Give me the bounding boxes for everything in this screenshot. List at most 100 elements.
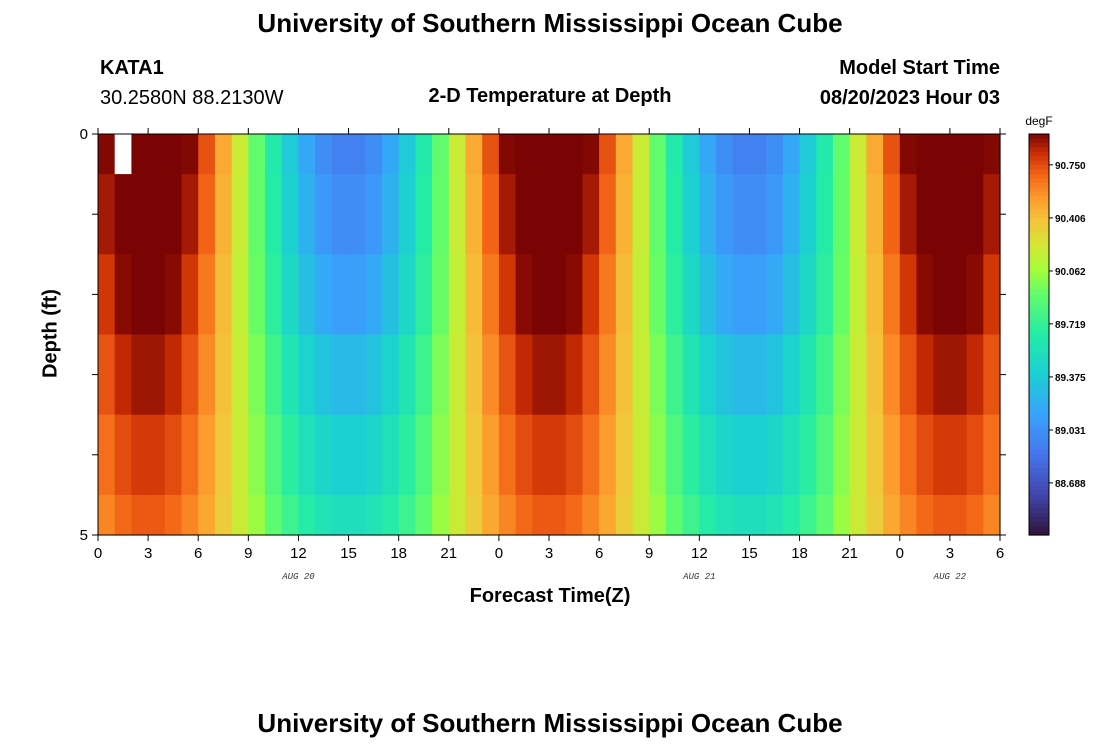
heatmap-cell bbox=[883, 134, 901, 175]
heatmap-cell bbox=[966, 494, 984, 536]
colorbar-unit: degF bbox=[1025, 114, 1052, 128]
heatmap-cell bbox=[582, 414, 600, 496]
date-labels: AUG 20 AUG 21 AUG 22 bbox=[281, 572, 966, 582]
colorbar-segment bbox=[1029, 276, 1049, 282]
heatmap-cell bbox=[916, 174, 934, 255]
colorbar-segment bbox=[1029, 512, 1049, 518]
colorbar-segment bbox=[1029, 236, 1049, 242]
heatmap-cell bbox=[966, 174, 984, 255]
heatmap-cell bbox=[298, 174, 316, 255]
heatmap-cell bbox=[214, 254, 233, 336]
x-tick-label: 21 bbox=[440, 545, 457, 562]
heatmap-cell bbox=[699, 494, 717, 536]
colorbar-segment bbox=[1029, 321, 1049, 327]
heatmap-cell bbox=[248, 134, 266, 175]
heatmap-cell bbox=[682, 334, 700, 416]
heatmap-cell bbox=[98, 334, 116, 416]
heatmap-cell bbox=[749, 494, 767, 536]
colorbar-segment bbox=[1029, 245, 1049, 251]
colorbar-segment bbox=[1029, 387, 1049, 394]
heatmap-cell bbox=[582, 494, 600, 536]
heatmap-cell bbox=[98, 414, 116, 496]
heatmap-cell bbox=[983, 414, 1001, 496]
colorbar-segment bbox=[1029, 263, 1049, 269]
colorbar-segment bbox=[1029, 441, 1049, 447]
heatmap-cell bbox=[281, 134, 300, 175]
heatmap-cell bbox=[949, 494, 968, 536]
heatmap-cell bbox=[983, 134, 1001, 175]
heatmap-cell bbox=[198, 254, 216, 336]
heatmap-cell bbox=[599, 254, 617, 336]
x-tick-label: 3 bbox=[946, 545, 954, 562]
colorbar-segment bbox=[1029, 147, 1049, 153]
colorbar-segment bbox=[1029, 325, 1049, 331]
colorbar-segment bbox=[1029, 374, 1049, 380]
heatmap-cell bbox=[214, 134, 233, 175]
heatmap-cell bbox=[331, 494, 350, 536]
colorbar-segment bbox=[1029, 521, 1049, 527]
heatmap-cell bbox=[632, 134, 650, 175]
heatmap-cell bbox=[665, 254, 684, 336]
heatmap-cell bbox=[114, 334, 132, 416]
heatmap-cell bbox=[615, 414, 634, 496]
heatmap-cell bbox=[699, 174, 717, 255]
heatmap-cell bbox=[265, 494, 283, 536]
heatmap-cell bbox=[883, 494, 901, 536]
colorbar-label: 88.688 bbox=[1055, 479, 1086, 490]
heatmap-cell bbox=[532, 334, 550, 416]
heatmap-cell bbox=[599, 134, 617, 175]
heatmap-cell bbox=[532, 494, 550, 536]
heatmap-cell bbox=[231, 254, 249, 336]
heatmap-cell bbox=[716, 254, 734, 336]
heatmap-cell bbox=[682, 254, 700, 336]
heatmap-cell bbox=[849, 134, 867, 175]
heatmap-cell bbox=[398, 174, 416, 255]
heatmap-cell bbox=[315, 414, 333, 496]
heatmap-cell bbox=[782, 254, 801, 336]
heatmap-cell bbox=[749, 254, 767, 336]
colorbar-segment bbox=[1029, 160, 1049, 166]
colorbar-segment bbox=[1029, 316, 1049, 322]
heatmap-cell bbox=[181, 494, 199, 536]
heatmap-cell bbox=[682, 414, 700, 496]
heatmap-cell bbox=[298, 414, 316, 496]
x-tick-label: 0 bbox=[896, 545, 904, 562]
heatmap-cell bbox=[949, 334, 968, 416]
heatmap-cell bbox=[265, 254, 283, 336]
x-tick-label: 9 bbox=[645, 545, 653, 562]
heatmap-cell bbox=[549, 254, 567, 336]
heatmap-cell bbox=[632, 334, 650, 416]
colorbar-segment bbox=[1029, 196, 1049, 202]
x-tick-label: 21 bbox=[841, 545, 858, 562]
heatmap-cell bbox=[983, 174, 1001, 255]
heatmap-cell bbox=[515, 254, 533, 336]
heatmap-cell bbox=[732, 254, 751, 336]
heatmap-cell bbox=[699, 334, 717, 416]
heatmap-cell bbox=[131, 414, 149, 496]
colorbar-segment bbox=[1029, 356, 1049, 362]
heatmap-cell bbox=[599, 174, 617, 255]
heatmap-cell bbox=[114, 414, 132, 496]
heatmap-cell bbox=[615, 254, 634, 336]
colorbar-segment bbox=[1029, 396, 1049, 402]
y-axis-ticks: 05 bbox=[80, 126, 1006, 544]
station-coords: 30.2580N 88.2130W bbox=[100, 87, 284, 109]
heatmap-cell bbox=[181, 174, 199, 255]
heatmap-cell bbox=[281, 174, 300, 255]
heatmap-cell bbox=[448, 254, 467, 336]
heatmap-cell bbox=[832, 334, 851, 416]
heatmap-cell bbox=[114, 134, 132, 175]
heatmap-cell bbox=[816, 334, 834, 416]
heatmap-cell bbox=[398, 494, 416, 536]
colorbar-segment bbox=[1029, 142, 1049, 148]
heatmap-cell bbox=[148, 414, 166, 496]
heatmap-cell bbox=[849, 174, 867, 255]
heatmap-cell bbox=[615, 494, 634, 536]
heatmap-cell bbox=[749, 414, 767, 496]
heatmap-cell bbox=[849, 414, 867, 496]
heatmap-cell bbox=[665, 494, 684, 536]
heatmap-cell bbox=[348, 134, 366, 175]
colorbar-segment bbox=[1029, 330, 1049, 336]
heatmap-cell bbox=[732, 334, 751, 416]
heatmap-cell bbox=[949, 414, 968, 496]
